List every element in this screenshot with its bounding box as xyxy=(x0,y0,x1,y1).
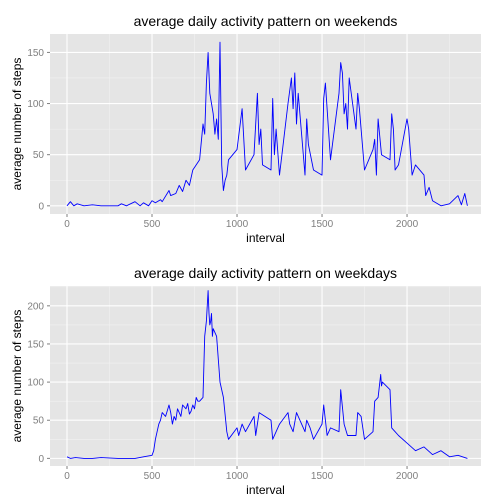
x-tick-label: 1000 xyxy=(226,471,249,482)
plot-panel xyxy=(50,286,481,466)
y-axis-title: average number of steps xyxy=(10,58,24,191)
chart-2: 0 500 1000 1500 2000 0 50 100 150 200 average dail… xyxy=(10,265,481,497)
chart-title: average daily activity pattern on weeken… xyxy=(134,13,398,29)
y-tick-label: 50 xyxy=(33,416,45,427)
y-tick-label: 100 xyxy=(27,99,44,110)
x-tick-label: 2000 xyxy=(396,219,419,230)
y-tick-label: 0 xyxy=(38,454,44,465)
plot-panel xyxy=(50,34,481,214)
x-tick-label: 0 xyxy=(64,219,70,230)
x-tick-label: 2000 xyxy=(396,471,419,482)
series-line xyxy=(66,290,468,459)
y-tick-label: 150 xyxy=(27,339,44,350)
x-axis-title: interval xyxy=(246,483,285,497)
x-tick-label: 1000 xyxy=(226,219,249,230)
x-tick-label: 1500 xyxy=(311,219,334,230)
chart-1: 0 500 1000 1500 2000 0 50 100 150 average daily a… xyxy=(10,13,481,245)
x-axis-title: interval xyxy=(246,231,285,245)
y-tick-label: 200 xyxy=(27,301,44,312)
x-tick-label: 1500 xyxy=(311,471,334,482)
y-tick-label: 50 xyxy=(33,150,45,161)
x-tick-label: 0 xyxy=(64,471,70,482)
x-tick-label: 500 xyxy=(144,219,161,230)
y-tick-label: 100 xyxy=(27,378,44,389)
x-tick-label: 500 xyxy=(144,471,161,482)
series-line xyxy=(66,41,468,207)
y-tick-label: 0 xyxy=(38,201,44,212)
y-tick-label: 150 xyxy=(27,48,44,59)
y-axis-title: average number of steps xyxy=(10,310,24,443)
chart-title: average daily activity pattern on weekda… xyxy=(134,265,397,281)
